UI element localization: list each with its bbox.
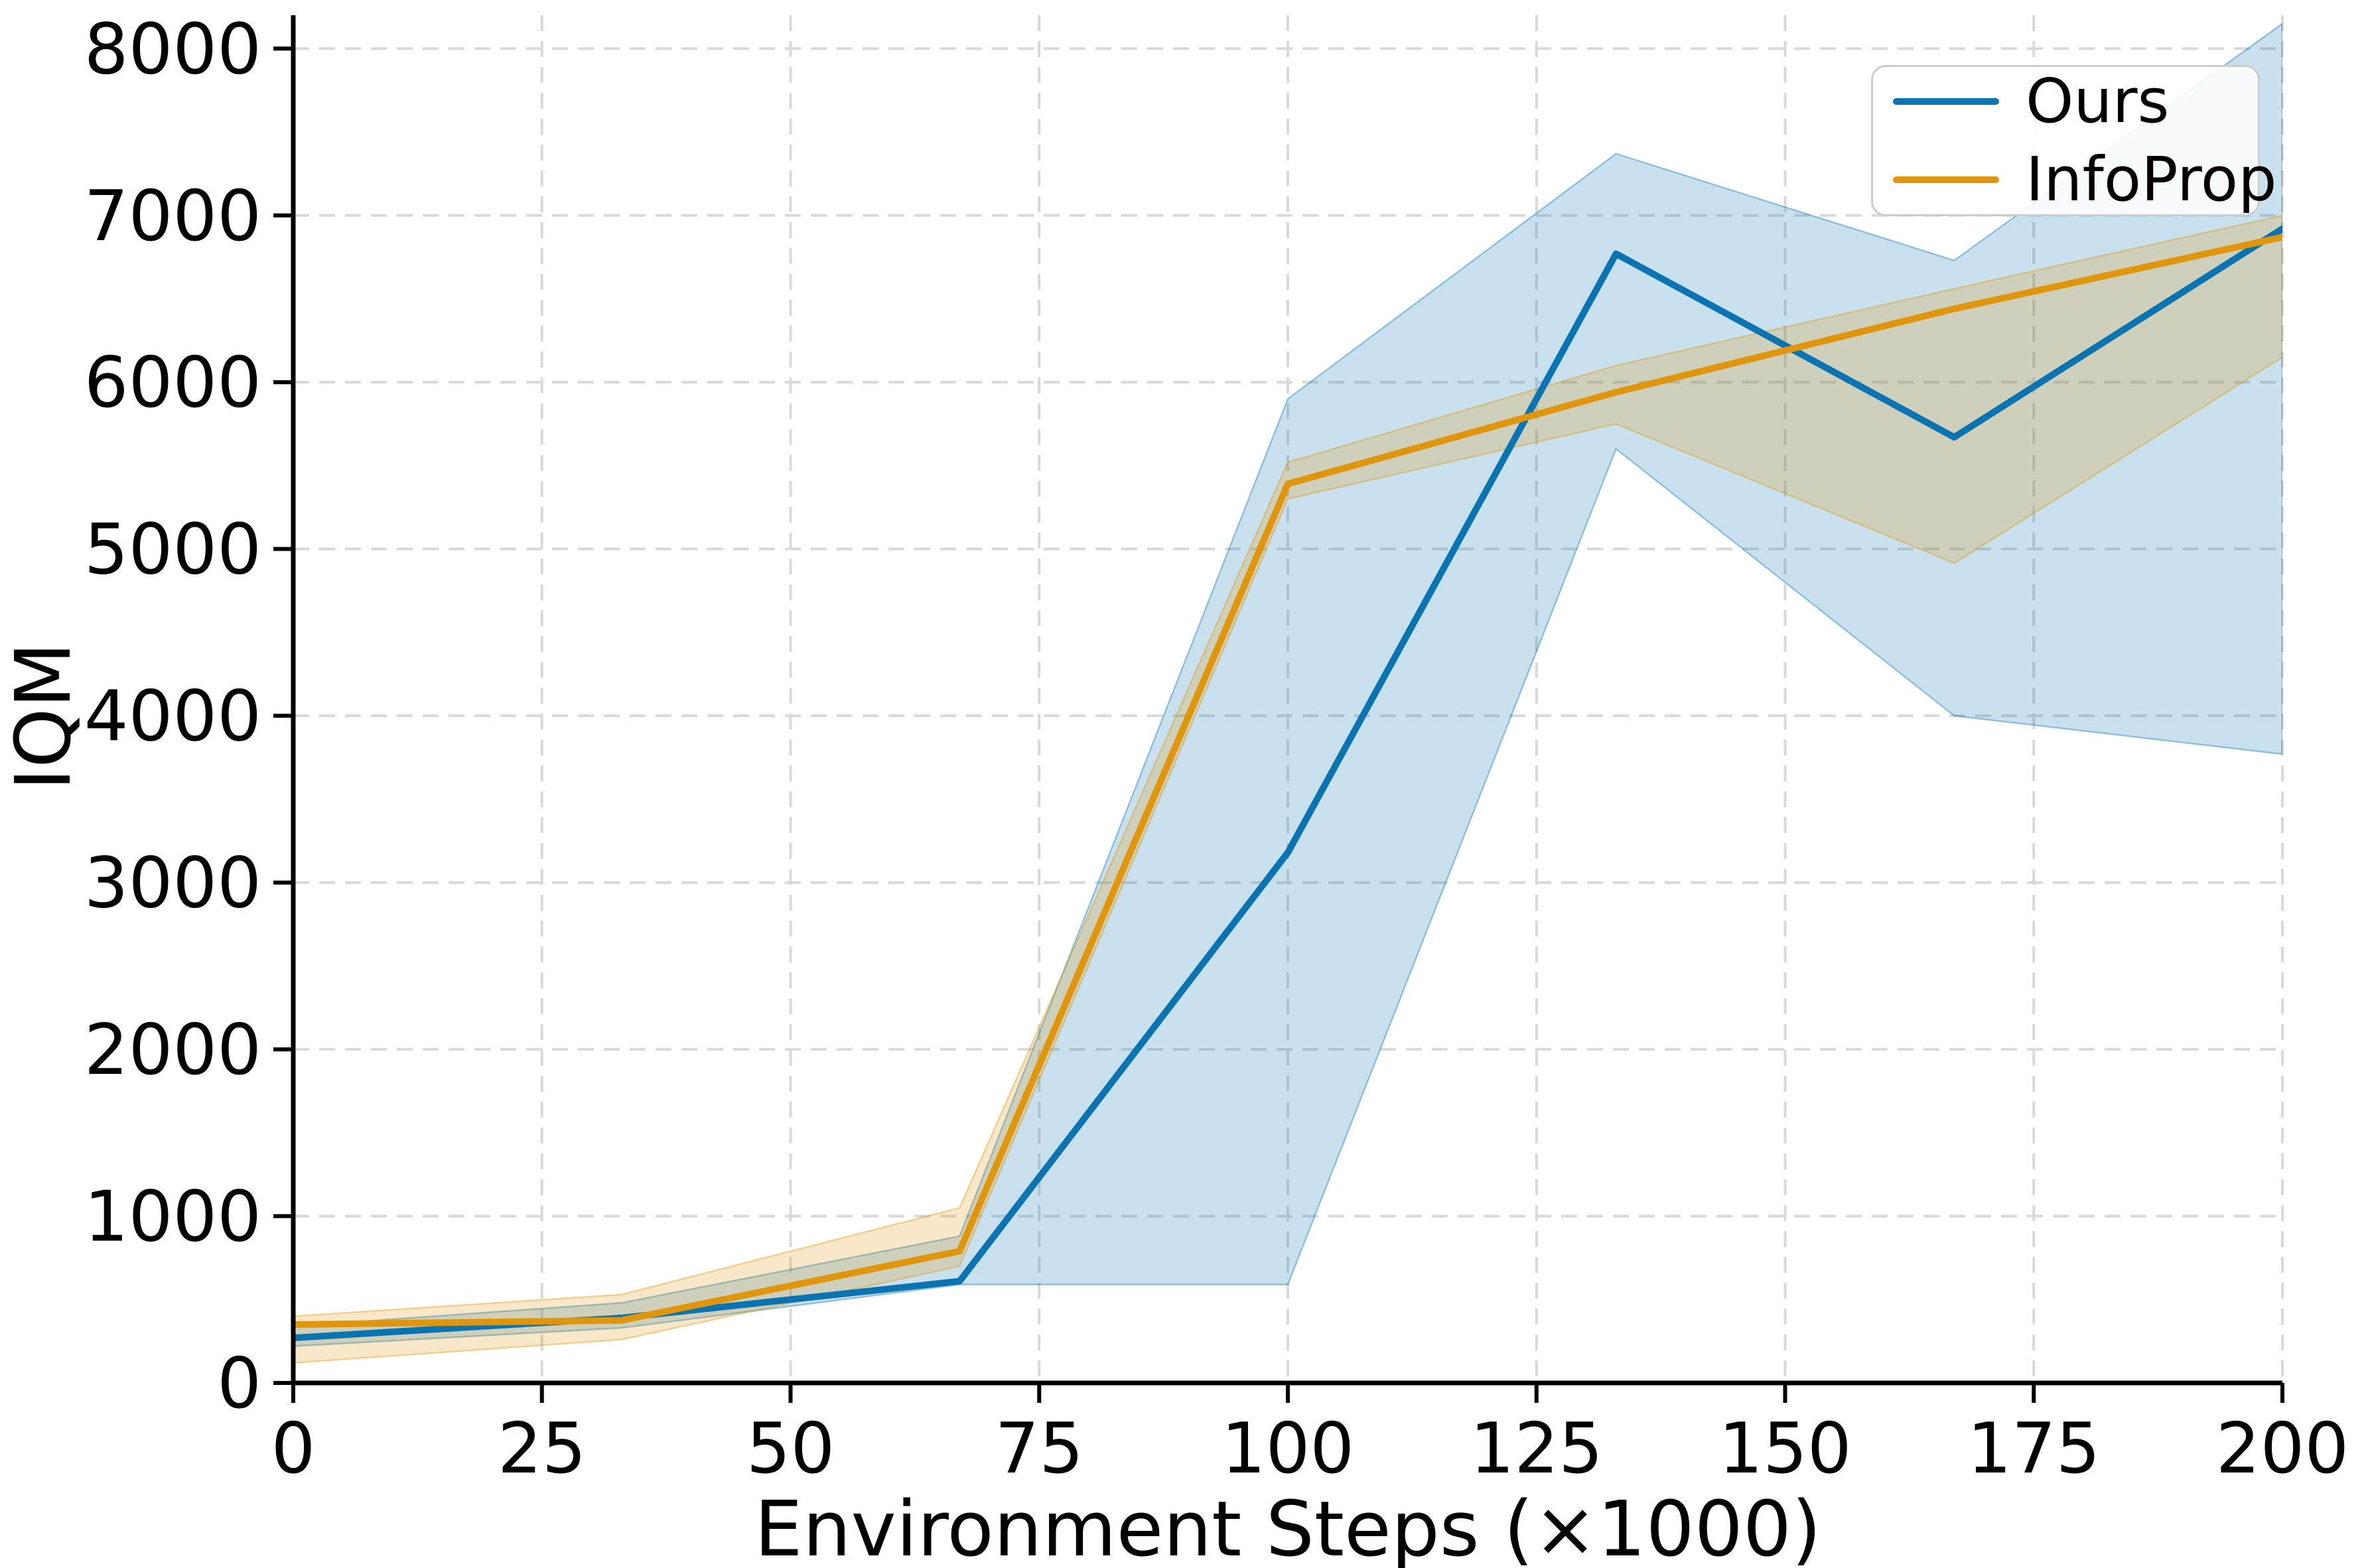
tick-labels: 0 25 50 75 100 125 150 175 200010002000300040005… (84, 9, 2349, 1489)
legend-entry-infoprop[interactable]: InfoProp (1893, 149, 2276, 210)
x-tick-label: 125 (1470, 1408, 1603, 1489)
x-tick-label: 150 (1718, 1408, 1851, 1489)
x-tick-label: 50 (746, 1408, 835, 1489)
series-lines (293, 225, 2282, 1342)
x-tick-label: 0 (271, 1408, 316, 1489)
y-tick-label: 3000 (84, 843, 261, 924)
confidence-bands (293, 23, 2282, 1364)
x-tick-label: 200 (2216, 1408, 2349, 1489)
x-axis-label: Environment Steps (×1000) (754, 1485, 1821, 1568)
legend: Ours InfoProp (1871, 65, 2276, 216)
y-tick-label: 4000 (84, 676, 261, 757)
y-axis-label: IQM (0, 642, 88, 791)
legend-line-sample-ours (1893, 98, 1999, 105)
x-tick-label: 25 (498, 1408, 587, 1489)
legend-line-sample-infoprop (1893, 176, 1999, 183)
y-tick-label: 2000 (84, 1010, 261, 1090)
y-tick-label: 7000 (84, 176, 261, 257)
legend-entry-ours[interactable]: Ours (1893, 71, 2238, 132)
x-tick-label: 100 (1221, 1408, 1354, 1489)
series-line-infoprop[interactable] (293, 233, 2282, 1328)
x-tick-label: 75 (995, 1408, 1083, 1489)
y-tick-label: 0 (217, 1343, 261, 1424)
y-tick-label: 8000 (84, 9, 261, 90)
y-tick-label: 1000 (84, 1177, 261, 1258)
legend-label-infoprop: InfoProp (2026, 144, 2277, 215)
confidence-band-infoprop (293, 214, 2282, 1364)
legend-label-ours: Ours (2026, 66, 2170, 137)
y-tick-label: 6000 (84, 342, 261, 423)
y-tick-label: 5000 (84, 509, 261, 590)
x-tick-label: 175 (1967, 1408, 2100, 1489)
axis-ticks (273, 46, 2284, 1403)
confidence-band-ours (293, 23, 2282, 1347)
